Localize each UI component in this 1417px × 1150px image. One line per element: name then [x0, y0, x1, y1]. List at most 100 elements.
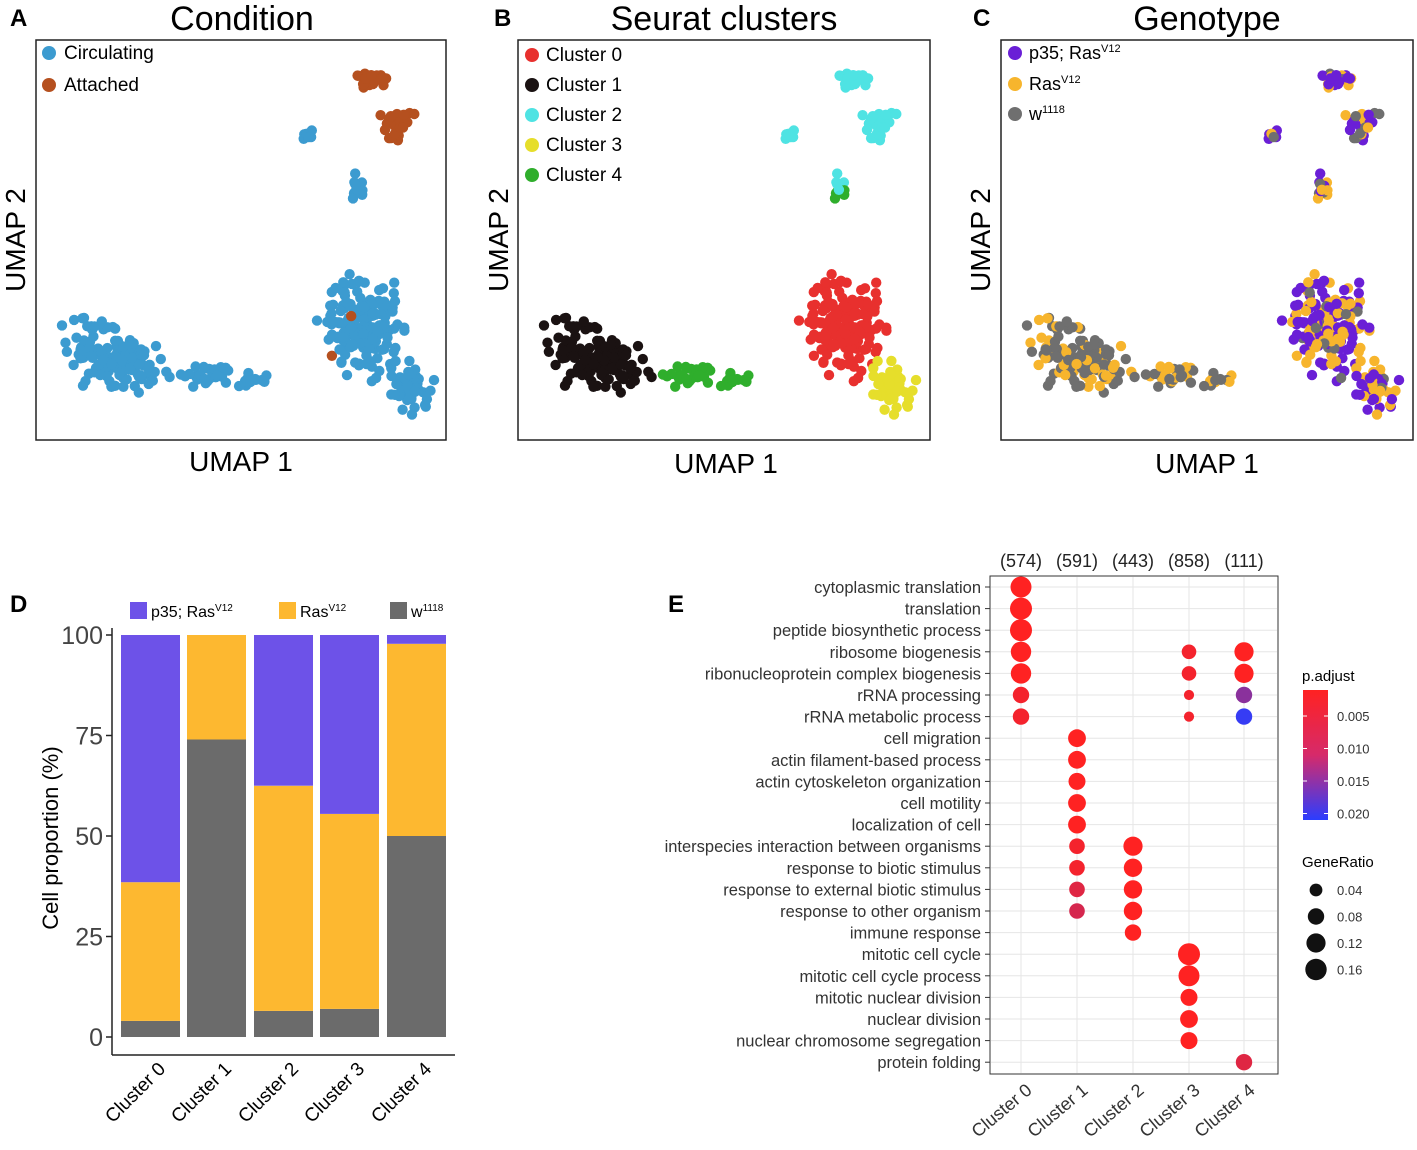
term-label: ribosome biogenesis [830, 644, 981, 662]
panel-c-point [1112, 375, 1124, 386]
panel-b-point [812, 282, 823, 294]
panel-letter-e: E [668, 591, 684, 618]
enrichment-dot [1069, 860, 1085, 876]
panel-a-point [397, 122, 409, 133]
panel-c: C Genotype p35; RasV12 RasV12 w1118 UMAP… [965, 0, 1414, 479]
legend-label-cluster-3: Cluster 3 [546, 135, 622, 156]
panel-b-point [885, 393, 897, 405]
panel-b-point [715, 380, 727, 392]
panel-c-points [1021, 68, 1405, 420]
padj-tick-label: 0.010 [1337, 742, 1370, 757]
panel-b-point [559, 313, 570, 324]
panel-a-point [190, 361, 201, 372]
legend-swatch-cluster-4 [525, 168, 539, 182]
enrichment-dot [1069, 903, 1085, 919]
panel-a-point [114, 367, 125, 379]
term-label: ribonucleoprotein complex biogenesis [705, 665, 981, 683]
panel-c-point [1098, 359, 1110, 370]
panel-a-point [350, 168, 361, 179]
panel-b-point [592, 335, 603, 346]
panel-b-point [859, 72, 870, 84]
panel-b-point [821, 287, 832, 298]
panel-c-point [1185, 377, 1197, 388]
legend-label-bar-ras: RasV12 [300, 603, 347, 621]
panel-b-point [550, 314, 562, 326]
panel-b-point [879, 404, 890, 415]
legend-swatch-bar-p35-ras [130, 602, 147, 619]
panel-b-point [809, 316, 820, 328]
panel-c-point [1088, 339, 1100, 350]
panel-c-point [1129, 371, 1140, 383]
panel-b-point [818, 357, 829, 368]
panel-c-point [1061, 347, 1072, 358]
term-label: rRNA processing [857, 687, 981, 705]
panel-d-bars [121, 635, 446, 1037]
panel-b-xlabel: UMAP 1 [674, 448, 778, 479]
panel-b-point [588, 358, 599, 370]
panel-b-point [646, 371, 657, 383]
panel-a-point [377, 72, 388, 84]
size-legend-label: 0.12 [1337, 936, 1362, 951]
panel-a-point [379, 124, 391, 136]
panel-c-point [1164, 373, 1175, 385]
panel-c-point [1268, 131, 1279, 143]
panel-letter-d: D [10, 591, 27, 618]
panel-c-point [1315, 357, 1326, 368]
panel-a-point [398, 109, 409, 121]
panel-a-point [390, 355, 401, 367]
term-label: cell migration [884, 730, 981, 748]
panel-b-point [861, 124, 873, 136]
padj-tick-label: 0.020 [1337, 807, 1370, 822]
panel-c-xlabel: UMAP 1 [1155, 448, 1259, 479]
panel-c-point [1335, 372, 1347, 384]
panel-a-point [389, 277, 400, 288]
panel-b-point [826, 269, 837, 280]
enrichment-dot [1124, 924, 1142, 941]
panel-a-point [98, 354, 109, 366]
bar-segment-rasv12 [254, 785, 313, 1011]
panel-b-point [907, 385, 918, 396]
panel-letter-c: C [973, 5, 990, 32]
enrichment-dot [1069, 838, 1085, 854]
enrichment-dot [1181, 666, 1197, 681]
panel-a-point [71, 332, 82, 343]
panel-b-point [672, 361, 683, 372]
legend-swatch-attached [42, 78, 56, 92]
panel-c-point [1368, 393, 1380, 405]
panel-a-point [345, 322, 357, 334]
panel-c-point [1350, 111, 1362, 122]
panel-a-point [233, 380, 245, 392]
panel-c-point [1054, 321, 1065, 332]
bar-segment-w1118 [187, 739, 246, 1037]
panel-a-point [367, 333, 378, 345]
panel-a-point [259, 376, 270, 387]
panel-e: E cytoplasmic translation translation pept… [665, 551, 1374, 1141]
panel-a-point [344, 269, 355, 280]
panel-b-point [632, 340, 644, 352]
enrichment-dot [1234, 642, 1254, 662]
panel-a-ylabel: UMAP 2 [0, 188, 31, 292]
panel-a-point [346, 339, 358, 350]
padj-legend-ticks: 0.005 0.010 0.015 0.020 [1303, 709, 1370, 822]
panel-a-point [147, 375, 158, 386]
panel-a-point [330, 282, 341, 294]
legend-swatch-ras [1008, 77, 1022, 91]
legend-label-circulating: Circulating [64, 43, 154, 64]
panel-b-point [841, 302, 852, 313]
panel-a-point [375, 309, 387, 320]
panel-c-frame [1000, 39, 1414, 441]
panel-c-point [1051, 351, 1062, 362]
enrichment-dot [1178, 965, 1200, 987]
panel-a-point [385, 111, 396, 122]
panel-a-point [341, 296, 352, 308]
panel-c-point [1374, 385, 1386, 397]
y-tick-label: 50 [75, 823, 103, 851]
panel-a-point [421, 394, 433, 405]
panel-c-point [1347, 332, 1358, 343]
padj-legend-title: p.adjust [1302, 668, 1355, 685]
panel-a-point [353, 275, 365, 286]
panel-b-point [605, 339, 616, 350]
term-label: actin filament-based process [771, 752, 981, 770]
panel-b-point [848, 70, 859, 81]
